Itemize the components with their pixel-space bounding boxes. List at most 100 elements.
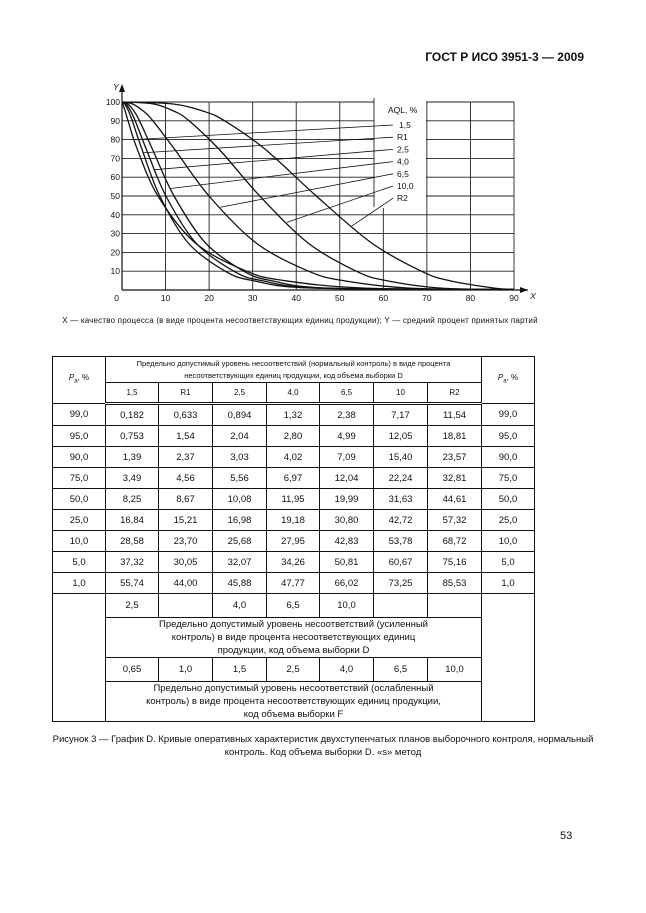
figure-caption: Рисунок 3 — График D. Кривые оперативных… [52, 734, 594, 758]
table-cell: 30,80 [319, 509, 374, 531]
tightened-aql-cell: 10,0 [319, 593, 374, 618]
tightened-aql-cell [158, 593, 213, 618]
table-cell: 8,25 [105, 488, 159, 510]
table-cell: 16,84 [105, 509, 159, 531]
y-tick-label: 80 [111, 135, 121, 145]
table-cell: 1,32 [266, 403, 320, 426]
table-cell: 85,53 [427, 572, 482, 594]
table-cell: 44,61 [427, 488, 482, 510]
table-cell: 8,67 [158, 488, 213, 510]
table-cell: 75,0 [481, 467, 535, 489]
aql-row: 2,5 4,0 6,5 10,0 [52, 593, 535, 722]
table-row: 5,0 37,32 30,05 32,07 34,26 50,81 60,67 75,16 5,… [52, 551, 535, 573]
table-cell: 3,49 [105, 467, 159, 489]
table-cell: 12,05 [373, 425, 428, 447]
table-cell: 57,32 [427, 509, 482, 531]
table-cell: 0,182 [105, 403, 159, 426]
table-cell: 19,99 [319, 488, 374, 510]
legend-label: R2 [397, 193, 408, 203]
table-cell: 47,77 [266, 572, 320, 594]
column-header: 4,0 [266, 382, 320, 405]
x-tick-label: 40 [291, 293, 301, 303]
column-header: 10 [373, 382, 428, 405]
oc-curve [121, 101, 515, 291]
table-cell: 60,67 [373, 551, 428, 573]
table-cell: 6,97 [266, 467, 320, 489]
table-cell: 4,56 [158, 467, 213, 489]
table-cell: 2,04 [212, 425, 267, 447]
reduced-aql-cell: 10,0 [427, 657, 482, 682]
aql-row: 0,65 1,0 1,5 2,5 4,0 6,5 10,0 [53, 657, 535, 682]
y-tick-label: 60 [111, 172, 121, 182]
y-tick-label: 90 [111, 116, 121, 126]
table-cell: 23,57 [427, 446, 482, 468]
x-axis-arrow [520, 287, 528, 293]
table-cell: 15,40 [373, 446, 428, 468]
table-row: 1,0 55,74 44,00 45,88 47,77 66,02 73,25 85,53 1,… [52, 572, 535, 594]
reduced-aql-cell: 6,5 [373, 657, 428, 682]
tightened-aql-cell [427, 593, 482, 618]
table-cell: 68,72 [427, 530, 482, 552]
reduced-aql-cell: 1,0 [158, 657, 213, 682]
table-cell: 10,0 [481, 530, 535, 552]
y-axis-arrow [119, 84, 125, 92]
table-cell: 23,70 [158, 530, 213, 552]
table-cell: 5,56 [212, 467, 267, 489]
oc-curves-chart: 0 10 20 30 40 50 60 70 80 90 10 20 30 40 50 60 70 80 90 100… [106, 82, 536, 303]
table-cell: 37,32 [105, 551, 159, 573]
leader-line [351, 197, 394, 227]
column-header: 1,5 [105, 382, 159, 405]
table-cell: 25,0 [481, 509, 535, 531]
table-cell: 10,08 [212, 488, 267, 510]
reduced-aql-cell: 2,5 [266, 657, 320, 682]
table-cell: 45,88 [212, 572, 267, 594]
table-cell: 1,39 [105, 446, 159, 468]
table-cell: 50,0 [52, 488, 106, 510]
y-tick-label: 50 [111, 191, 121, 201]
pa-header-right: Pa, % [481, 356, 535, 404]
table-cell: 16,98 [212, 509, 267, 531]
table-cell: 75,16 [427, 551, 482, 573]
oc-curve [121, 101, 515, 291]
leader-line [143, 136, 394, 154]
table-cell: 2,38 [319, 403, 374, 426]
table-cell: 25,0 [52, 509, 106, 531]
table-cell: 18,81 [427, 425, 482, 447]
oc-curve [121, 101, 515, 291]
table-cell: 1,0 [52, 572, 106, 594]
column-header: 6,5 [319, 382, 374, 405]
table-cell: 75,0 [52, 467, 106, 489]
table-cell: 53,78 [373, 530, 428, 552]
page-number: 53 [560, 830, 573, 842]
y-tick-label: 70 [111, 153, 121, 163]
y-tick-label: 100 [106, 97, 120, 107]
reduced-aql-cell: 0,65 [105, 657, 159, 682]
y-tick-label: 40 [111, 210, 121, 220]
table-row: 50,0 8,25 8,67 10,08 11,95 19,99 31,63 44,61 50,… [52, 488, 535, 510]
x-tick-label: 70 [422, 293, 432, 303]
x-tick-label: 80 [466, 293, 476, 303]
table-cell: 42,72 [373, 509, 428, 531]
x-tick-label: 50 [335, 293, 345, 303]
y-tick-label: 30 [111, 229, 121, 239]
tightened-control-header: Предельно допустимый уровень несоответст… [105, 617, 482, 658]
table-cell: 7,09 [319, 446, 374, 468]
table-cell: 15,21 [158, 509, 213, 531]
table-cell: 3,03 [212, 446, 267, 468]
table-cell: 11,54 [427, 403, 482, 426]
x-axis-label: X [529, 291, 536, 301]
x-tick-label: 60 [379, 293, 389, 303]
table-cell: 7,17 [373, 403, 428, 426]
tightened-aql-cell: 4,0 [212, 593, 267, 618]
table-cell: 32,81 [427, 467, 482, 489]
table-cell: 99,0 [481, 403, 535, 426]
table-cell: 90,0 [52, 446, 106, 468]
table-cell: 10,0 [52, 530, 106, 552]
table-cell: 31,63 [373, 488, 428, 510]
table-row: 95,0 0,753 1,54 2,04 2,80 4,99 12,05 18,81 95,0 [52, 425, 535, 447]
normal-control-header: Предельно допустимый уровень несоответст… [105, 356, 482, 383]
legend-title: AQL, % [388, 105, 418, 115]
table-cell: 19,18 [266, 509, 320, 531]
tightened-aql-cell: 6,5 [266, 593, 320, 618]
